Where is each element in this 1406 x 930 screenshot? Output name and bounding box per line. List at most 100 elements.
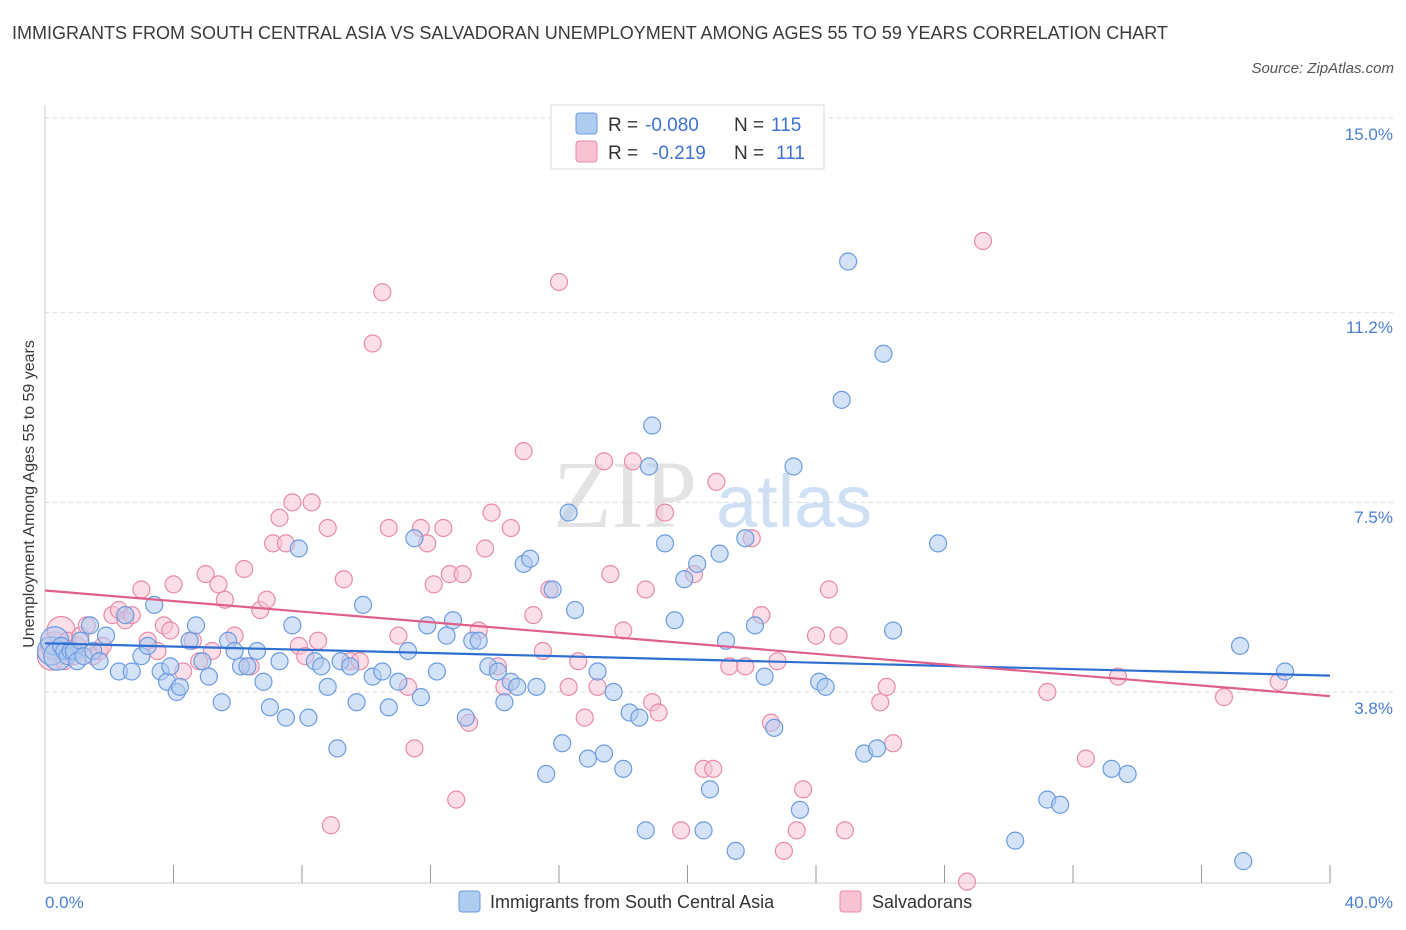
south-central-asia-point — [443, 611, 463, 630]
salvadorans-point — [601, 565, 620, 584]
south-central-asia-point — [614, 759, 633, 778]
south-central-asia-point — [373, 662, 392, 681]
south-central-asia-point — [543, 580, 562, 599]
salvadorans-point — [883, 734, 903, 753]
south-central-asia-point — [379, 698, 398, 717]
south-central-asia-point — [784, 457, 803, 476]
south-central-asia-point — [553, 734, 572, 753]
legend-n-value-1: 115 — [771, 115, 801, 136]
salvadorans-point — [308, 631, 328, 650]
south-central-asia-point — [694, 821, 713, 840]
south-central-asia-point — [186, 616, 206, 635]
salvadorans-point — [379, 518, 398, 538]
chart-title: IMMIGRANTS FROM SOUTH CENTRAL ASIA VS SA… — [12, 23, 1168, 43]
salvadorans-point — [973, 231, 993, 251]
salvadorans-point — [196, 565, 215, 584]
south-central-asia-point — [398, 641, 418, 661]
y-tick-label: 11.2% — [1346, 318, 1393, 337]
south-central-asia-point — [665, 611, 684, 630]
salvadorans-point — [704, 759, 723, 778]
south-central-asia-point — [1275, 662, 1295, 681]
south-central-asia-point — [161, 657, 180, 676]
salvadorans-point — [235, 559, 254, 579]
south-central-asia-point — [495, 693, 514, 712]
south-central-asia-point — [655, 534, 675, 553]
south-central-asia-point — [90, 652, 109, 671]
south-central-asia-point — [318, 677, 337, 696]
south-central-asia-point — [636, 821, 655, 840]
legend-n-label-1: N = — [734, 115, 764, 136]
south-central-asia-point — [212, 693, 231, 712]
south-central-asia-point — [688, 554, 707, 573]
salvadorans-point — [671, 821, 691, 840]
south-central-asia-point — [1118, 764, 1137, 784]
south-central-asia-point — [289, 539, 308, 558]
salvadorans-point — [209, 575, 228, 594]
salvadorans-point — [623, 452, 642, 471]
south-central-asia-point — [312, 657, 331, 676]
salvadorans-point — [482, 503, 501, 522]
south-central-asia-point — [353, 595, 373, 614]
salvadorans-point — [447, 790, 466, 809]
south-central-asia-point — [225, 641, 244, 661]
salvadorans-point — [373, 283, 392, 302]
south-central-asia-point — [1051, 795, 1070, 814]
south-central-asia-point — [488, 662, 508, 681]
south-central-asia-point — [700, 780, 720, 799]
legend-r-value-2: -0.219 — [652, 143, 706, 164]
salvadorans-point — [957, 872, 977, 891]
salvadorans-point — [819, 580, 838, 599]
salvadorans-point — [524, 606, 543, 625]
south-central-asia-point — [347, 693, 366, 712]
south-central-asia-point — [604, 682, 623, 702]
south-central-asia-point — [928, 534, 948, 553]
south-central-asia-point — [726, 841, 745, 860]
series-salvadorans — [36, 231, 1288, 891]
y-tick-label: 15.0% — [1345, 125, 1393, 144]
south-central-asia-point — [260, 698, 279, 717]
south-central-asia-point — [418, 616, 437, 635]
salvadorans-point — [559, 677, 578, 696]
source-credit: Source: ZipAtlas.com — [1251, 60, 1394, 77]
south-central-asia-point — [1006, 831, 1025, 850]
salvadorans-point — [164, 575, 183, 594]
south-central-asia-point — [1102, 759, 1121, 778]
south-central-asia-point — [565, 600, 585, 620]
south-central-asia-point — [527, 677, 546, 696]
south-central-asia-point — [508, 677, 527, 696]
legend-n-label-2: N = — [734, 143, 764, 164]
salvadorans-point — [774, 841, 793, 860]
salvadorans-point — [549, 272, 569, 292]
south-central-asia-point — [832, 390, 851, 409]
south-central-asia-point — [283, 616, 302, 635]
salvadorans-point — [707, 472, 726, 491]
x-tick-label-max: 40.0% — [1345, 893, 1393, 912]
salvadorans-point — [476, 539, 495, 558]
south-central-asia-point — [874, 344, 893, 363]
south-central-asia-point — [630, 708, 649, 727]
salvadorans-point — [514, 442, 533, 461]
south-central-asia-point — [80, 616, 100, 635]
salvadorans-point — [161, 621, 180, 640]
south-central-asia-point — [559, 503, 578, 522]
salvadorans-point — [787, 821, 806, 840]
trend-line-salvadorans — [44, 589, 1331, 698]
south-central-asia-point — [1234, 852, 1253, 871]
south-central-asia-point — [469, 631, 488, 650]
salvadorans-point — [434, 518, 453, 538]
south-central-asia-point — [456, 708, 475, 727]
legend-swatch-salvadorans — [839, 890, 862, 913]
south-central-asia-point — [170, 677, 190, 696]
legend-label-salvadorans: Salvadorans — [872, 892, 972, 912]
south-central-asia-point — [675, 570, 694, 589]
south-central-asia-point — [716, 631, 736, 650]
legend-swatch-pink — [575, 140, 598, 163]
south-central-asia-point — [594, 744, 614, 763]
salvadorans-point — [334, 570, 353, 589]
south-central-asia-point — [588, 662, 607, 681]
south-central-asia-point — [1230, 636, 1250, 655]
salvadorans-point — [424, 575, 443, 594]
south-central-asia-point — [276, 708, 296, 727]
legend-swatch-south-central-asia — [458, 890, 481, 913]
